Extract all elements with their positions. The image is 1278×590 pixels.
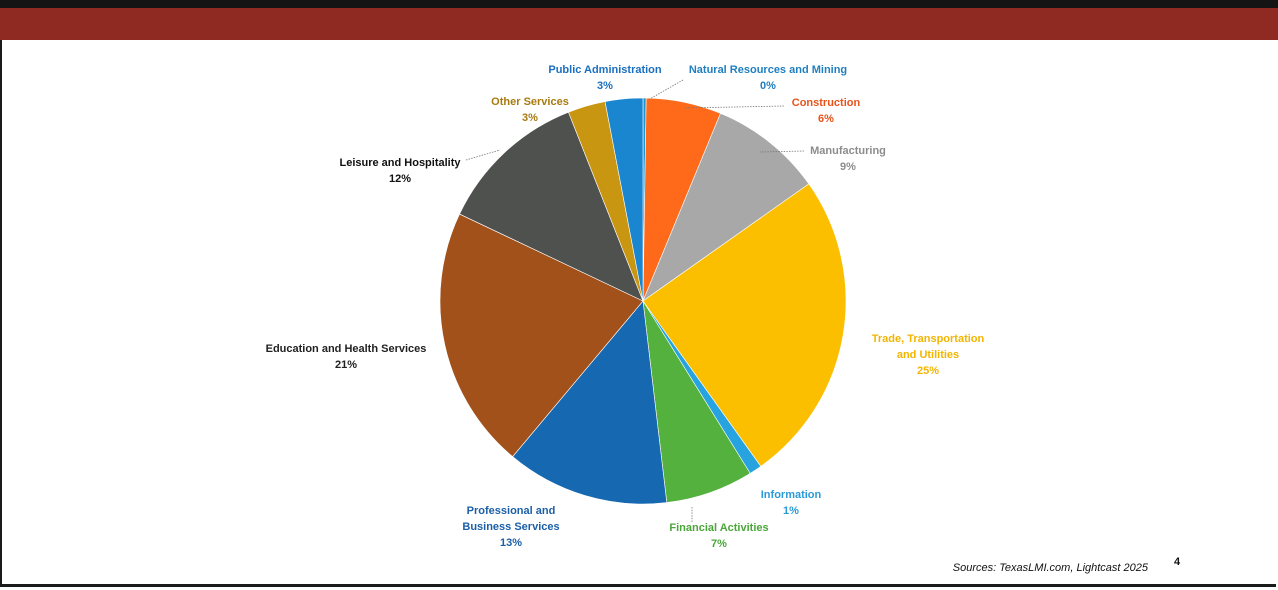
top-border-strip: [0, 0, 1278, 8]
slice-value-leisure-and-hospitality: 12%: [389, 173, 411, 185]
slice-label-trade-transportation-and-utilities: and Utilities: [897, 349, 959, 361]
pie-slice-education-and-health-services: [439, 213, 644, 458]
slice-value-construction: 6%: [818, 113, 834, 125]
pie-slice-manufacturing: [642, 112, 810, 302]
slice-value-information: 1%: [783, 505, 799, 517]
slice-value-other-services: 3%: [522, 112, 538, 124]
leader-line-leisure-and-hospitality: [465, 149, 501, 161]
slice-label-education-and-health-services: Education and Health Services: [266, 343, 427, 355]
slice-label-professional-and-business-services: Professional and: [467, 505, 556, 517]
pie-slice-professional-and-business-services: [512, 300, 668, 505]
slice-label-natural-resources-and-mining: Natural Resources and Mining: [689, 64, 847, 76]
slice-label-trade-transportation-and-utilities: Trade, Transportation: [872, 333, 985, 345]
slide-frame: [0, 40, 1276, 587]
slice-label-other-services: Other Services: [491, 96, 569, 108]
slice-value-public-administration: 3%: [597, 80, 613, 92]
slice-label-manufacturing: Manufacturing: [810, 145, 886, 157]
pie-slice-trade-transportation-and-utilities: [642, 183, 847, 467]
slice-label-financial-activities: Financial Activities: [669, 522, 768, 534]
leader-line-natural-resources-and-mining: [647, 79, 684, 101]
leader-line-construction: [683, 105, 785, 109]
slice-label-professional-and-business-services: Business Services: [462, 521, 559, 533]
page-number: 4: [1174, 556, 1181, 568]
leader-line-manufacturing: [759, 150, 805, 153]
slice-label-construction: Construction: [792, 97, 861, 109]
pie-slice-leisure-and-hospitality: [459, 111, 644, 302]
pie-slice-public-administration: [604, 97, 644, 302]
sources-note: Sources: TexasLMI.com, Lightcast 2025: [952, 562, 1148, 574]
slice-labels: Natural Resources and Mining 0% Constructi…: [266, 64, 985, 550]
pie-slices: [439, 97, 847, 505]
slice-label-public-administration: Public Administration: [548, 64, 662, 76]
slide-title-bar: [0, 8, 1278, 40]
slice-value-financial-activities: 7%: [711, 538, 727, 550]
label-leader-lines: [465, 79, 805, 522]
slice-value-trade-transportation-and-utilities: 25%: [917, 365, 939, 377]
slice-label-leisure-and-hospitality: Leisure and Hospitality: [339, 157, 461, 169]
slice-value-education-and-health-services: 21%: [335, 359, 357, 371]
slice-value-manufacturing: 9%: [840, 161, 856, 173]
slice-value-professional-and-business-services: 13%: [500, 537, 522, 549]
slice-label-information: Information: [761, 489, 822, 501]
slice-value-natural-resources-and-mining: 0%: [760, 80, 776, 92]
